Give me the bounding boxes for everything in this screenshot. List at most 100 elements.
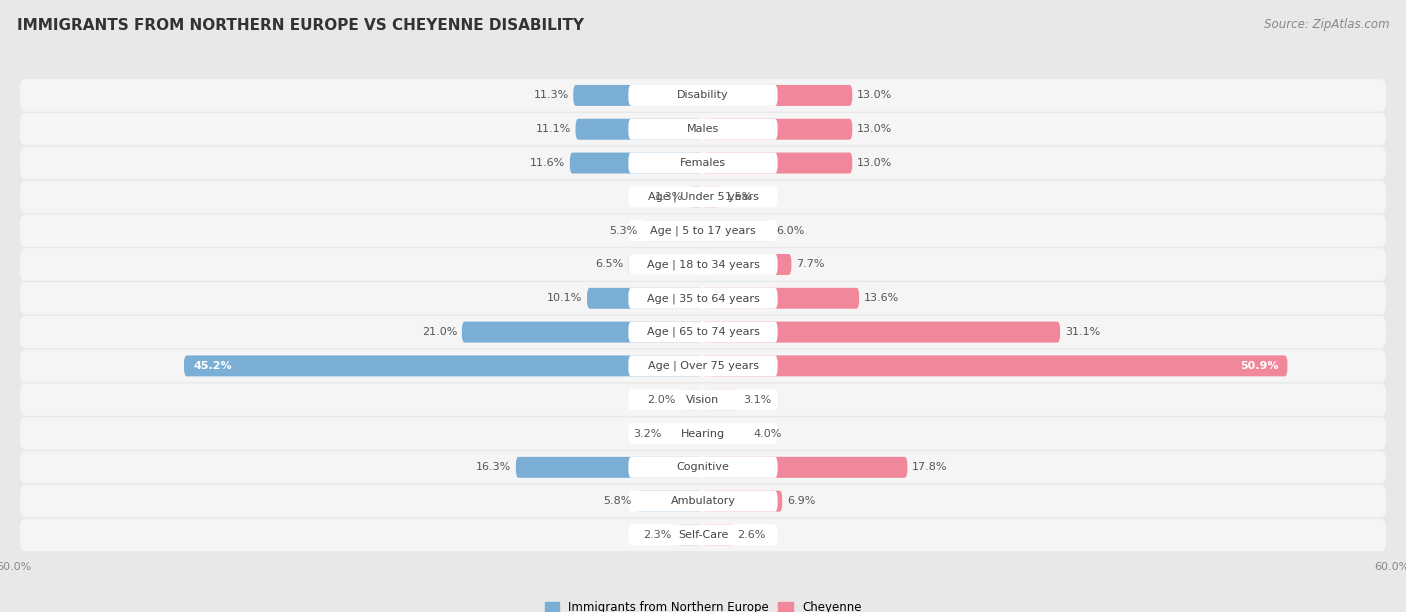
FancyBboxPatch shape bbox=[569, 152, 703, 174]
FancyBboxPatch shape bbox=[628, 524, 778, 545]
Text: Ambulatory: Ambulatory bbox=[671, 496, 735, 506]
FancyBboxPatch shape bbox=[637, 491, 703, 512]
Text: Disability: Disability bbox=[678, 91, 728, 100]
Text: Age | 18 to 34 years: Age | 18 to 34 years bbox=[647, 259, 759, 270]
Text: 45.2%: 45.2% bbox=[193, 361, 232, 371]
Text: 3.2%: 3.2% bbox=[633, 428, 662, 439]
FancyBboxPatch shape bbox=[20, 316, 1386, 348]
FancyBboxPatch shape bbox=[703, 85, 852, 106]
Text: Cognitive: Cognitive bbox=[676, 462, 730, 472]
Text: IMMIGRANTS FROM NORTHERN EUROPE VS CHEYENNE DISABILITY: IMMIGRANTS FROM NORTHERN EUROPE VS CHEYE… bbox=[17, 18, 583, 34]
Text: Age | 65 to 74 years: Age | 65 to 74 years bbox=[647, 327, 759, 337]
Text: 6.9%: 6.9% bbox=[787, 496, 815, 506]
Text: 2.3%: 2.3% bbox=[644, 530, 672, 540]
FancyBboxPatch shape bbox=[703, 254, 792, 275]
Text: 2.6%: 2.6% bbox=[738, 530, 766, 540]
FancyBboxPatch shape bbox=[20, 282, 1386, 315]
Text: 31.1%: 31.1% bbox=[1064, 327, 1099, 337]
FancyBboxPatch shape bbox=[628, 288, 778, 309]
FancyBboxPatch shape bbox=[628, 187, 778, 207]
Text: 6.5%: 6.5% bbox=[596, 259, 624, 269]
FancyBboxPatch shape bbox=[20, 451, 1386, 483]
FancyBboxPatch shape bbox=[628, 491, 778, 512]
FancyBboxPatch shape bbox=[628, 321, 778, 343]
Text: 5.3%: 5.3% bbox=[609, 226, 637, 236]
Text: 4.0%: 4.0% bbox=[754, 428, 782, 439]
FancyBboxPatch shape bbox=[516, 457, 703, 478]
Text: 1.3%: 1.3% bbox=[655, 192, 683, 202]
FancyBboxPatch shape bbox=[628, 85, 778, 106]
Text: Hearing: Hearing bbox=[681, 428, 725, 439]
FancyBboxPatch shape bbox=[703, 389, 738, 410]
FancyBboxPatch shape bbox=[703, 288, 859, 309]
FancyBboxPatch shape bbox=[628, 152, 778, 174]
Text: 2.0%: 2.0% bbox=[647, 395, 675, 405]
FancyBboxPatch shape bbox=[20, 519, 1386, 551]
FancyBboxPatch shape bbox=[676, 524, 703, 545]
FancyBboxPatch shape bbox=[703, 457, 907, 478]
FancyBboxPatch shape bbox=[588, 288, 703, 309]
FancyBboxPatch shape bbox=[574, 85, 703, 106]
FancyBboxPatch shape bbox=[628, 220, 778, 241]
FancyBboxPatch shape bbox=[628, 356, 778, 376]
Text: 10.1%: 10.1% bbox=[547, 293, 582, 304]
FancyBboxPatch shape bbox=[703, 220, 772, 241]
FancyBboxPatch shape bbox=[20, 79, 1386, 111]
Text: Age | Under 5 years: Age | Under 5 years bbox=[648, 192, 758, 202]
FancyBboxPatch shape bbox=[575, 119, 703, 140]
Text: 50.9%: 50.9% bbox=[1240, 361, 1278, 371]
FancyBboxPatch shape bbox=[643, 220, 703, 241]
Text: Age | 35 to 64 years: Age | 35 to 64 years bbox=[647, 293, 759, 304]
Text: 5.8%: 5.8% bbox=[603, 496, 631, 506]
FancyBboxPatch shape bbox=[703, 187, 720, 207]
FancyBboxPatch shape bbox=[20, 248, 1386, 281]
Text: Self-Care: Self-Care bbox=[678, 530, 728, 540]
Text: Age | 5 to 17 years: Age | 5 to 17 years bbox=[650, 225, 756, 236]
FancyBboxPatch shape bbox=[703, 152, 852, 174]
FancyBboxPatch shape bbox=[688, 187, 703, 207]
FancyBboxPatch shape bbox=[20, 113, 1386, 146]
FancyBboxPatch shape bbox=[666, 423, 703, 444]
Text: 13.0%: 13.0% bbox=[856, 124, 893, 134]
FancyBboxPatch shape bbox=[184, 356, 703, 376]
Text: 21.0%: 21.0% bbox=[422, 327, 457, 337]
FancyBboxPatch shape bbox=[681, 389, 703, 410]
FancyBboxPatch shape bbox=[703, 356, 1288, 376]
Text: 1.5%: 1.5% bbox=[725, 192, 754, 202]
FancyBboxPatch shape bbox=[628, 457, 778, 478]
Text: 11.6%: 11.6% bbox=[530, 158, 565, 168]
FancyBboxPatch shape bbox=[20, 485, 1386, 517]
FancyBboxPatch shape bbox=[20, 417, 1386, 450]
FancyBboxPatch shape bbox=[703, 321, 1060, 343]
Text: 7.7%: 7.7% bbox=[796, 259, 824, 269]
Text: 13.6%: 13.6% bbox=[863, 293, 898, 304]
FancyBboxPatch shape bbox=[628, 254, 778, 275]
FancyBboxPatch shape bbox=[628, 254, 703, 275]
FancyBboxPatch shape bbox=[20, 147, 1386, 179]
FancyBboxPatch shape bbox=[628, 423, 778, 444]
Text: 6.0%: 6.0% bbox=[776, 226, 804, 236]
Text: 11.1%: 11.1% bbox=[536, 124, 571, 134]
Text: Females: Females bbox=[681, 158, 725, 168]
Text: 17.8%: 17.8% bbox=[912, 462, 948, 472]
Text: Age | Over 75 years: Age | Over 75 years bbox=[648, 360, 758, 371]
FancyBboxPatch shape bbox=[20, 214, 1386, 247]
FancyBboxPatch shape bbox=[20, 349, 1386, 382]
Text: Source: ZipAtlas.com: Source: ZipAtlas.com bbox=[1264, 18, 1389, 31]
FancyBboxPatch shape bbox=[703, 491, 782, 512]
Text: Males: Males bbox=[688, 124, 718, 134]
Text: 16.3%: 16.3% bbox=[477, 462, 512, 472]
FancyBboxPatch shape bbox=[703, 119, 852, 140]
FancyBboxPatch shape bbox=[703, 423, 749, 444]
Text: 13.0%: 13.0% bbox=[856, 91, 893, 100]
Text: 11.3%: 11.3% bbox=[533, 91, 568, 100]
Text: Vision: Vision bbox=[686, 395, 720, 405]
FancyBboxPatch shape bbox=[628, 389, 778, 410]
Legend: Immigrants from Northern Europe, Cheyenne: Immigrants from Northern Europe, Cheyenn… bbox=[544, 601, 862, 612]
FancyBboxPatch shape bbox=[20, 384, 1386, 416]
FancyBboxPatch shape bbox=[703, 524, 733, 545]
Text: 13.0%: 13.0% bbox=[856, 158, 893, 168]
Text: 3.1%: 3.1% bbox=[744, 395, 772, 405]
FancyBboxPatch shape bbox=[461, 321, 703, 343]
FancyBboxPatch shape bbox=[628, 119, 778, 140]
